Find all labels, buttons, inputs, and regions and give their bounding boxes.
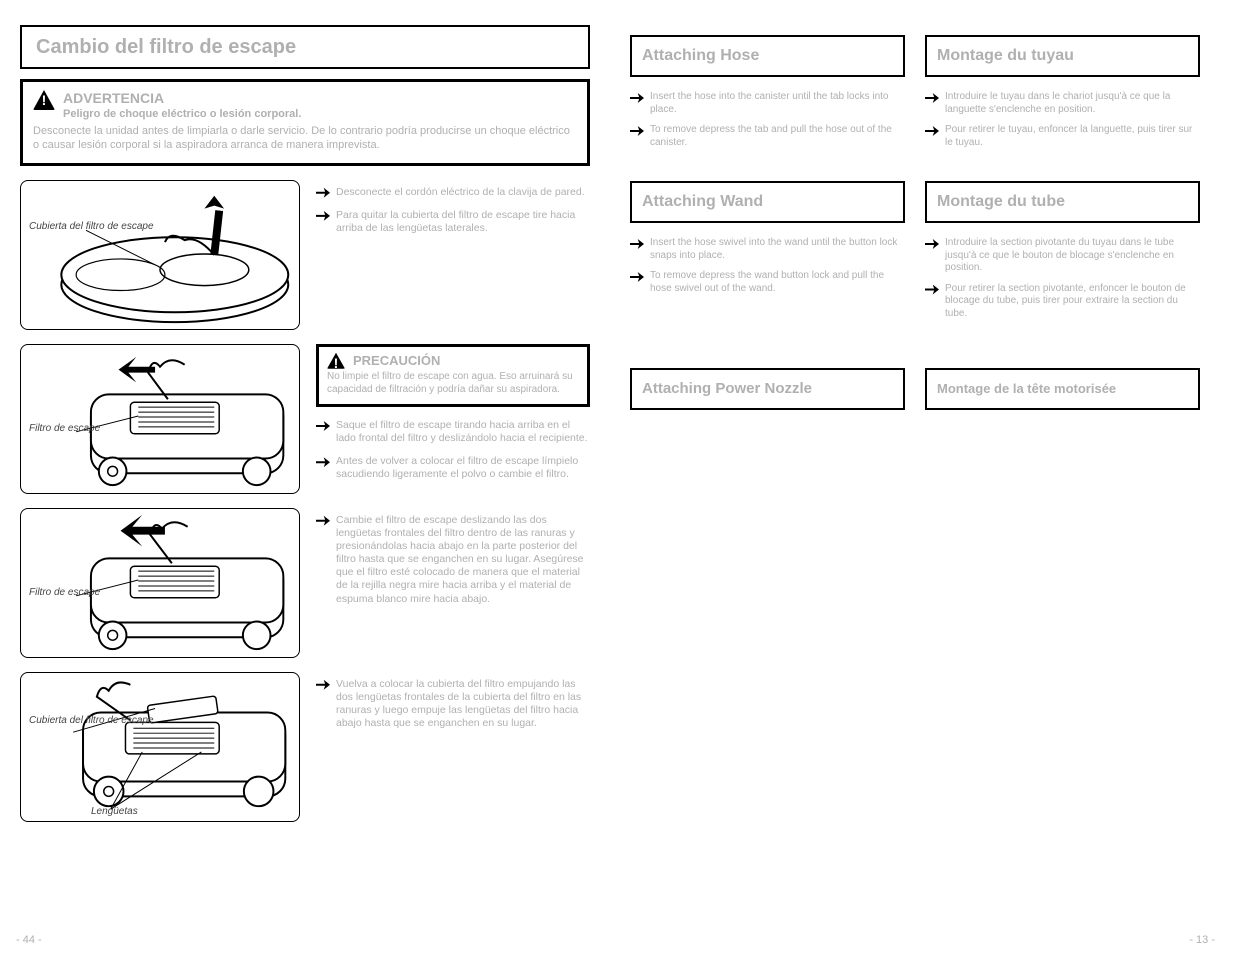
step-bullet: Vuelva a colocar la cubierta del filtro … xyxy=(316,678,590,731)
warning-heading: ADVERTENCIA xyxy=(63,90,301,108)
list-item: Insert the hose into the canister until … xyxy=(650,91,905,116)
left-page: Cambio del filtro de escape ADVERTENCIA … xyxy=(0,0,610,954)
list-item: Pour retirer la section pivotante, enfon… xyxy=(945,283,1200,321)
list-item: Insert the hose swivel into the wand unt… xyxy=(650,237,905,262)
list-item: Introduire le tuyau dans le chariot jusq… xyxy=(945,91,1200,116)
section-2-title-en: Attaching Wand xyxy=(630,181,905,223)
step-bullet: Desconecte el cordón eléctrico de la cla… xyxy=(316,186,590,199)
arrow-icon xyxy=(630,126,644,136)
step-bullet: Para quitar la cubierta del filtro de es… xyxy=(316,209,590,235)
step-text: Vuelva a colocar la cubierta del filtro … xyxy=(336,678,590,731)
section-1-title-fr: Montage du tuyau xyxy=(925,35,1200,77)
warning-box-small: PRECAUCIÓN No limpie el filtro de escape… xyxy=(316,344,590,407)
arrow-icon xyxy=(630,272,644,282)
list-item: Pour retirer le tuyau, enfoncer la langu… xyxy=(945,124,1200,149)
warning-small-body: No limpie el filtro de escape con agua. … xyxy=(327,371,579,396)
warning-triangle-icon xyxy=(33,90,55,110)
section-1-en-col: Insert the hose into the canister until … xyxy=(630,91,905,157)
warning-subhead: Peligro de choque eléctrico o lesión cor… xyxy=(63,108,301,122)
diagram-2-label: Filtro de escape xyxy=(29,423,100,434)
step-text: Antes de volver a colocar el filtro de e… xyxy=(336,455,590,481)
arrow-icon xyxy=(630,239,644,249)
section-3-title-fr: Montage de la tête motorisée xyxy=(925,368,1200,410)
page-number-right: - 13 - xyxy=(1189,934,1215,948)
warning-box-large: ADVERTENCIA Peligro de choque eléctrico … xyxy=(20,79,590,166)
section-3-title-en: Attaching Power Nozzle xyxy=(630,368,905,410)
arrow-icon xyxy=(316,188,330,198)
step-row-3: Filtro de escape Cambie el filtro de esc… xyxy=(20,508,590,658)
section-title-box: Cambio del filtro de escape xyxy=(20,25,590,69)
section-1-title-en: Attaching Hose xyxy=(630,35,905,77)
section-2-en-col: Insert the hose swivel into the wand unt… xyxy=(630,237,905,328)
list-item: To remove depress the tab and pull the h… xyxy=(650,124,905,149)
arrow-icon xyxy=(316,680,330,690)
diagram-4: Cubierta del filtro de escape Lengüetas xyxy=(20,672,300,822)
arrow-icon xyxy=(316,421,330,431)
arrow-icon xyxy=(925,126,939,136)
step-text: Para quitar la cubierta del filtro de es… xyxy=(336,209,590,235)
section-1-headers: Attaching Hose Montage du tuyau xyxy=(630,35,1205,77)
section-2-body: Insert the hose swivel into the wand unt… xyxy=(630,237,1205,328)
section-2-headers: Attaching Wand Montage du tube xyxy=(630,181,1205,223)
warning-body: Desconecte la unidad antes de limpiarla … xyxy=(33,125,577,153)
step-bullet: Cambie el filtro de escape deslizando la… xyxy=(316,514,590,606)
diagram-3-label: Filtro de escape xyxy=(29,587,100,598)
list-item: To remove depress the wand button lock a… xyxy=(650,270,905,295)
step-text: Desconecte el cordón eléctrico de la cla… xyxy=(336,186,585,199)
diagram-1: Cubierta del filtro de escape xyxy=(20,180,300,330)
page-number-left: - 44 - xyxy=(16,934,42,948)
arrow-icon xyxy=(316,211,330,221)
arrow-icon xyxy=(630,93,644,103)
section-2-title-fr: Montage du tube xyxy=(925,181,1200,223)
diagram-2: Filtro de escape xyxy=(20,344,300,494)
warning-small-head: PRECAUCIÓN xyxy=(353,353,440,369)
section-2-fr-col: Introduire la section pivotante du tuyau… xyxy=(925,237,1200,328)
arrow-icon xyxy=(316,516,330,526)
step-bullet: Antes de volver a colocar el filtro de e… xyxy=(316,455,590,481)
diagram-1-label: Cubierta del filtro de escape xyxy=(29,221,154,232)
step-row-4: Cubierta del filtro de escape Lengüetas … xyxy=(20,672,590,822)
section-3-headers: Attaching Power Nozzle Montage de la têt… xyxy=(630,368,1205,410)
arrow-icon xyxy=(316,457,330,467)
arrow-icon xyxy=(925,239,939,249)
warning-triangle-icon xyxy=(327,353,345,369)
diagram-4-label-1: Cubierta del filtro de escape xyxy=(29,715,154,726)
diagram-4-label-2: Lengüetas xyxy=(91,806,138,817)
section-title: Cambio del filtro de escape xyxy=(36,35,296,60)
arrow-icon xyxy=(925,285,939,295)
step-bullet: Saque el filtro de escape tirando hacia … xyxy=(316,419,590,445)
section-1-fr-col: Introduire le tuyau dans le chariot jusq… xyxy=(925,91,1200,157)
arrow-icon xyxy=(925,93,939,103)
list-item: Introduire la section pivotante du tuyau… xyxy=(945,237,1200,275)
step-row-2: Filtro de escape PRECAUCIÓN No limpie el… xyxy=(20,344,590,494)
section-1-body: Insert the hose into the canister until … xyxy=(630,91,1205,157)
step-row-1: Cubierta del filtro de escape Desconecte… xyxy=(20,180,590,330)
right-page: Attaching Hose Montage du tuyau Insert t… xyxy=(610,0,1235,954)
diagram-3: Filtro de escape xyxy=(20,508,300,658)
step-text: Cambie el filtro de escape deslizando la… xyxy=(336,514,590,606)
step-text: Saque el filtro de escape tirando hacia … xyxy=(336,419,590,445)
